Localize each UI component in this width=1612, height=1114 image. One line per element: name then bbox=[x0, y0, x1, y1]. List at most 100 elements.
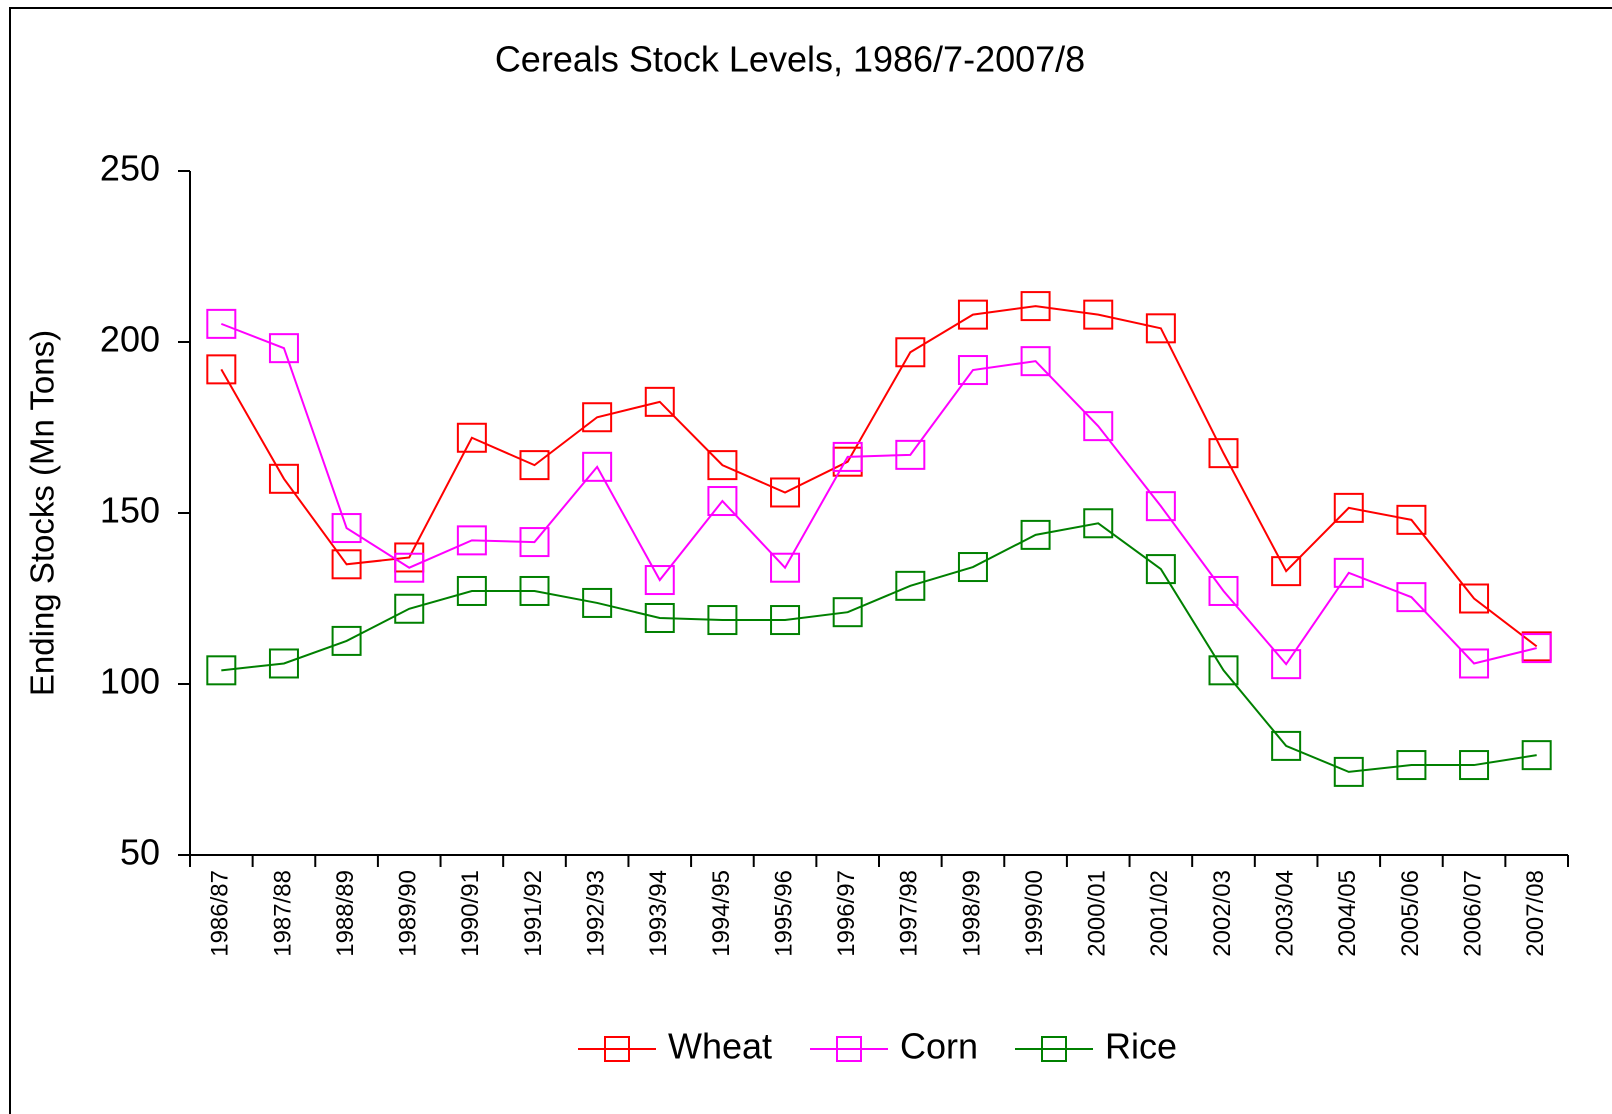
marker bbox=[644, 386, 675, 417]
marker bbox=[1208, 438, 1239, 469]
marker bbox=[1145, 313, 1176, 344]
y-tick-label: 200 bbox=[100, 319, 160, 360]
marker bbox=[1271, 730, 1302, 761]
marker bbox=[1083, 299, 1114, 330]
marker bbox=[582, 451, 613, 482]
marker bbox=[1208, 655, 1239, 686]
x-tick-label: 1987/88 bbox=[269, 870, 296, 957]
marker bbox=[206, 655, 237, 686]
marker bbox=[268, 648, 299, 679]
x-tick-label: 1997/98 bbox=[896, 870, 923, 957]
x-tick-label: 1993/94 bbox=[645, 870, 672, 957]
frame bbox=[9, 7, 1612, 1114]
marker bbox=[519, 450, 550, 481]
marker bbox=[1333, 557, 1364, 588]
x-tick-label: 2007/08 bbox=[1522, 870, 1549, 957]
marker bbox=[206, 354, 237, 385]
marker bbox=[456, 575, 487, 606]
marker bbox=[1396, 582, 1427, 613]
x-tick-label: 1999/00 bbox=[1021, 870, 1048, 957]
marker bbox=[582, 587, 613, 618]
marker bbox=[1271, 556, 1302, 587]
marker bbox=[1521, 740, 1552, 771]
x-tick-label: 2004/05 bbox=[1334, 870, 1361, 957]
legend-label: Corn bbox=[900, 1026, 978, 1067]
marker bbox=[1083, 411, 1114, 442]
marker bbox=[644, 602, 675, 633]
x-tick-label: 2003/04 bbox=[1271, 870, 1298, 957]
marker bbox=[770, 552, 801, 583]
marker bbox=[770, 605, 801, 636]
marker bbox=[456, 525, 487, 556]
marker bbox=[206, 308, 237, 339]
x-tick-label: 2001/02 bbox=[1146, 870, 1173, 957]
x-tick-label: 1986/87 bbox=[207, 870, 234, 957]
marker bbox=[456, 422, 487, 453]
marker bbox=[1271, 649, 1302, 680]
marker bbox=[1020, 291, 1051, 322]
x-tick-label: 2006/07 bbox=[1459, 870, 1486, 957]
x-tick-label: 1990/91 bbox=[457, 870, 484, 957]
y-tick-label: 100 bbox=[100, 661, 160, 702]
x-tick-label: 2002/03 bbox=[1209, 870, 1236, 957]
marker bbox=[1459, 583, 1490, 614]
legend-marker bbox=[836, 1036, 862, 1062]
marker bbox=[895, 439, 926, 470]
marker bbox=[1333, 756, 1364, 787]
series-line bbox=[220, 322, 1537, 666]
marker bbox=[268, 463, 299, 494]
marker bbox=[707, 486, 738, 517]
marker bbox=[770, 477, 801, 508]
marker bbox=[1145, 491, 1176, 522]
marker bbox=[394, 593, 425, 624]
marker bbox=[832, 597, 863, 628]
marker bbox=[1145, 554, 1176, 585]
marker bbox=[895, 337, 926, 368]
x-tick-label: 1992/93 bbox=[582, 870, 609, 957]
legend-marker bbox=[604, 1036, 630, 1062]
legend-label: Wheat bbox=[668, 1026, 772, 1067]
x-tick-label: 1995/96 bbox=[770, 870, 797, 957]
marker bbox=[519, 527, 550, 558]
x-tick-label: 2000/01 bbox=[1084, 870, 1111, 957]
marker bbox=[957, 299, 988, 330]
y-tick-label: 150 bbox=[100, 490, 160, 531]
x-tick-label: 2005/06 bbox=[1397, 870, 1424, 957]
marker bbox=[394, 552, 425, 583]
marker bbox=[1083, 508, 1114, 539]
marker bbox=[644, 565, 675, 596]
series-line bbox=[221, 522, 1537, 773]
x-tick-label: 1996/97 bbox=[833, 870, 860, 957]
x-tick-label: 1988/89 bbox=[332, 870, 359, 957]
marker bbox=[268, 333, 299, 364]
series-line bbox=[220, 305, 1538, 648]
marker bbox=[1208, 575, 1239, 606]
marker bbox=[582, 402, 613, 433]
marker bbox=[331, 549, 362, 580]
y-axis-label: Ending Stocks (Mn Tons) bbox=[24, 330, 61, 696]
marker bbox=[519, 575, 550, 606]
marker bbox=[707, 450, 738, 481]
marker bbox=[1459, 648, 1490, 679]
y-tick-label: 50 bbox=[120, 832, 160, 873]
marker bbox=[1459, 750, 1490, 781]
marker bbox=[1333, 492, 1364, 523]
marker bbox=[1521, 633, 1552, 664]
legend-label: Rice bbox=[1105, 1026, 1177, 1067]
marker bbox=[832, 441, 863, 472]
marker bbox=[957, 355, 988, 386]
x-tick-label: 1991/92 bbox=[520, 870, 547, 957]
legend-marker bbox=[1041, 1036, 1067, 1062]
y-tick-label: 250 bbox=[100, 148, 160, 189]
x-tick-label: 1994/95 bbox=[708, 870, 735, 957]
marker bbox=[1020, 519, 1051, 550]
marker bbox=[957, 552, 988, 583]
marker bbox=[1396, 750, 1427, 781]
marker bbox=[895, 570, 926, 601]
x-tick-label: 1998/99 bbox=[958, 870, 985, 957]
marker bbox=[331, 513, 362, 544]
marker bbox=[331, 625, 362, 656]
marker bbox=[1396, 504, 1427, 535]
marker bbox=[1020, 346, 1051, 377]
